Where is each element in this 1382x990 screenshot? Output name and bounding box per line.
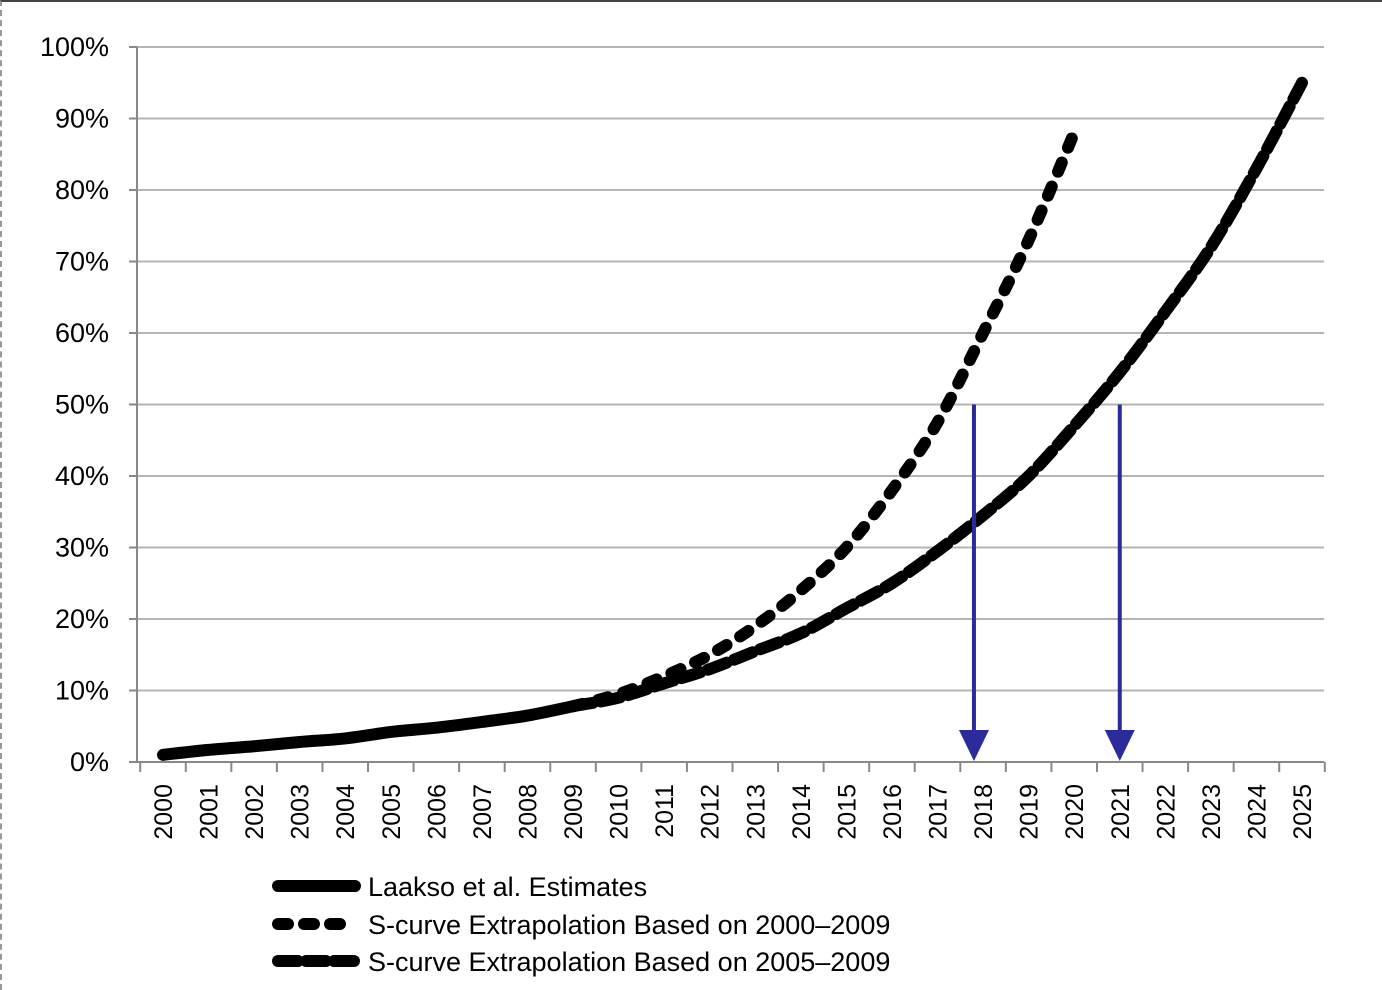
x-tick-label: 2011 xyxy=(651,784,679,838)
y-tick-label: 90% xyxy=(55,104,109,134)
x-tick-label: 2015 xyxy=(833,784,861,840)
x-tick-label: 2002 xyxy=(241,784,269,840)
y-tick-label: 20% xyxy=(55,604,109,634)
x-tick-label: 2013 xyxy=(742,784,770,840)
x-tick-label: 2022 xyxy=(1152,784,1180,840)
x-tick-label: 2023 xyxy=(1198,784,1226,840)
y-tick-label: 100% xyxy=(40,32,109,62)
y-tick-label: 0% xyxy=(70,747,109,777)
x-tick-label: 2009 xyxy=(560,784,588,840)
x-tick-label: 2005 xyxy=(378,784,406,840)
x-tick-label: 2000 xyxy=(150,784,178,840)
y-tick-label: 50% xyxy=(55,390,109,420)
legend-label: S-curve Extrapolation Based on 2005–2009 xyxy=(368,947,890,977)
x-tick-label: 2001 xyxy=(196,784,224,840)
x-tick-label: 2007 xyxy=(469,784,497,840)
x-tick-label: 2006 xyxy=(423,784,451,840)
y-tick-label: 10% xyxy=(55,676,109,706)
annotation-arrow-head xyxy=(1104,730,1135,761)
x-tick-label: 2010 xyxy=(606,784,634,840)
x-tick-label: 2016 xyxy=(879,784,907,840)
series-line-dashed xyxy=(567,76,1308,713)
x-tick-label: 2008 xyxy=(514,784,542,840)
x-tick-label: 2003 xyxy=(287,784,315,840)
y-tick-label: 60% xyxy=(55,318,109,348)
x-tick-label: 2020 xyxy=(1061,784,1089,840)
y-tick-label: 80% xyxy=(55,175,109,205)
series-lines xyxy=(157,76,1308,761)
x-tick-label: 2017 xyxy=(925,784,953,840)
y-tick-label: 70% xyxy=(55,247,109,277)
x-tick-label: 2019 xyxy=(1016,784,1044,840)
x-tick-label: 2018 xyxy=(970,784,998,840)
series-line-dotted xyxy=(567,126,1081,713)
legend: Laakso et al. Estimates S-curve Extrapola… xyxy=(272,872,890,977)
y-axis-ticks: 0% 10% 20% 30% 40% 50% 60% 70% 80% 90% 100% xyxy=(40,32,137,777)
legend-label: Laakso et al. Estimates xyxy=(368,872,647,902)
x-tick-label: 2012 xyxy=(697,784,725,840)
x-tick-label: 2024 xyxy=(1243,784,1271,840)
gridlines xyxy=(137,46,1324,692)
annotation-arrows xyxy=(958,404,1135,761)
legend-label: S-curve Extrapolation Based on 2000–2009 xyxy=(368,910,890,940)
x-tick-label: 2014 xyxy=(788,784,816,840)
x-axis-ticks: 2000 2001 2002 2003 2004 2005 2006 2007 2008 2009… xyxy=(139,762,1326,840)
x-tick-label: 2021 xyxy=(1107,784,1135,840)
x-tick-label: 2025 xyxy=(1289,784,1317,840)
y-tick-label: 30% xyxy=(55,533,109,563)
x-tick-label: 2004 xyxy=(332,784,360,840)
y-tick-label: 40% xyxy=(55,461,109,491)
series-line-solid xyxy=(157,700,580,761)
annotation-arrow-head xyxy=(958,730,989,761)
